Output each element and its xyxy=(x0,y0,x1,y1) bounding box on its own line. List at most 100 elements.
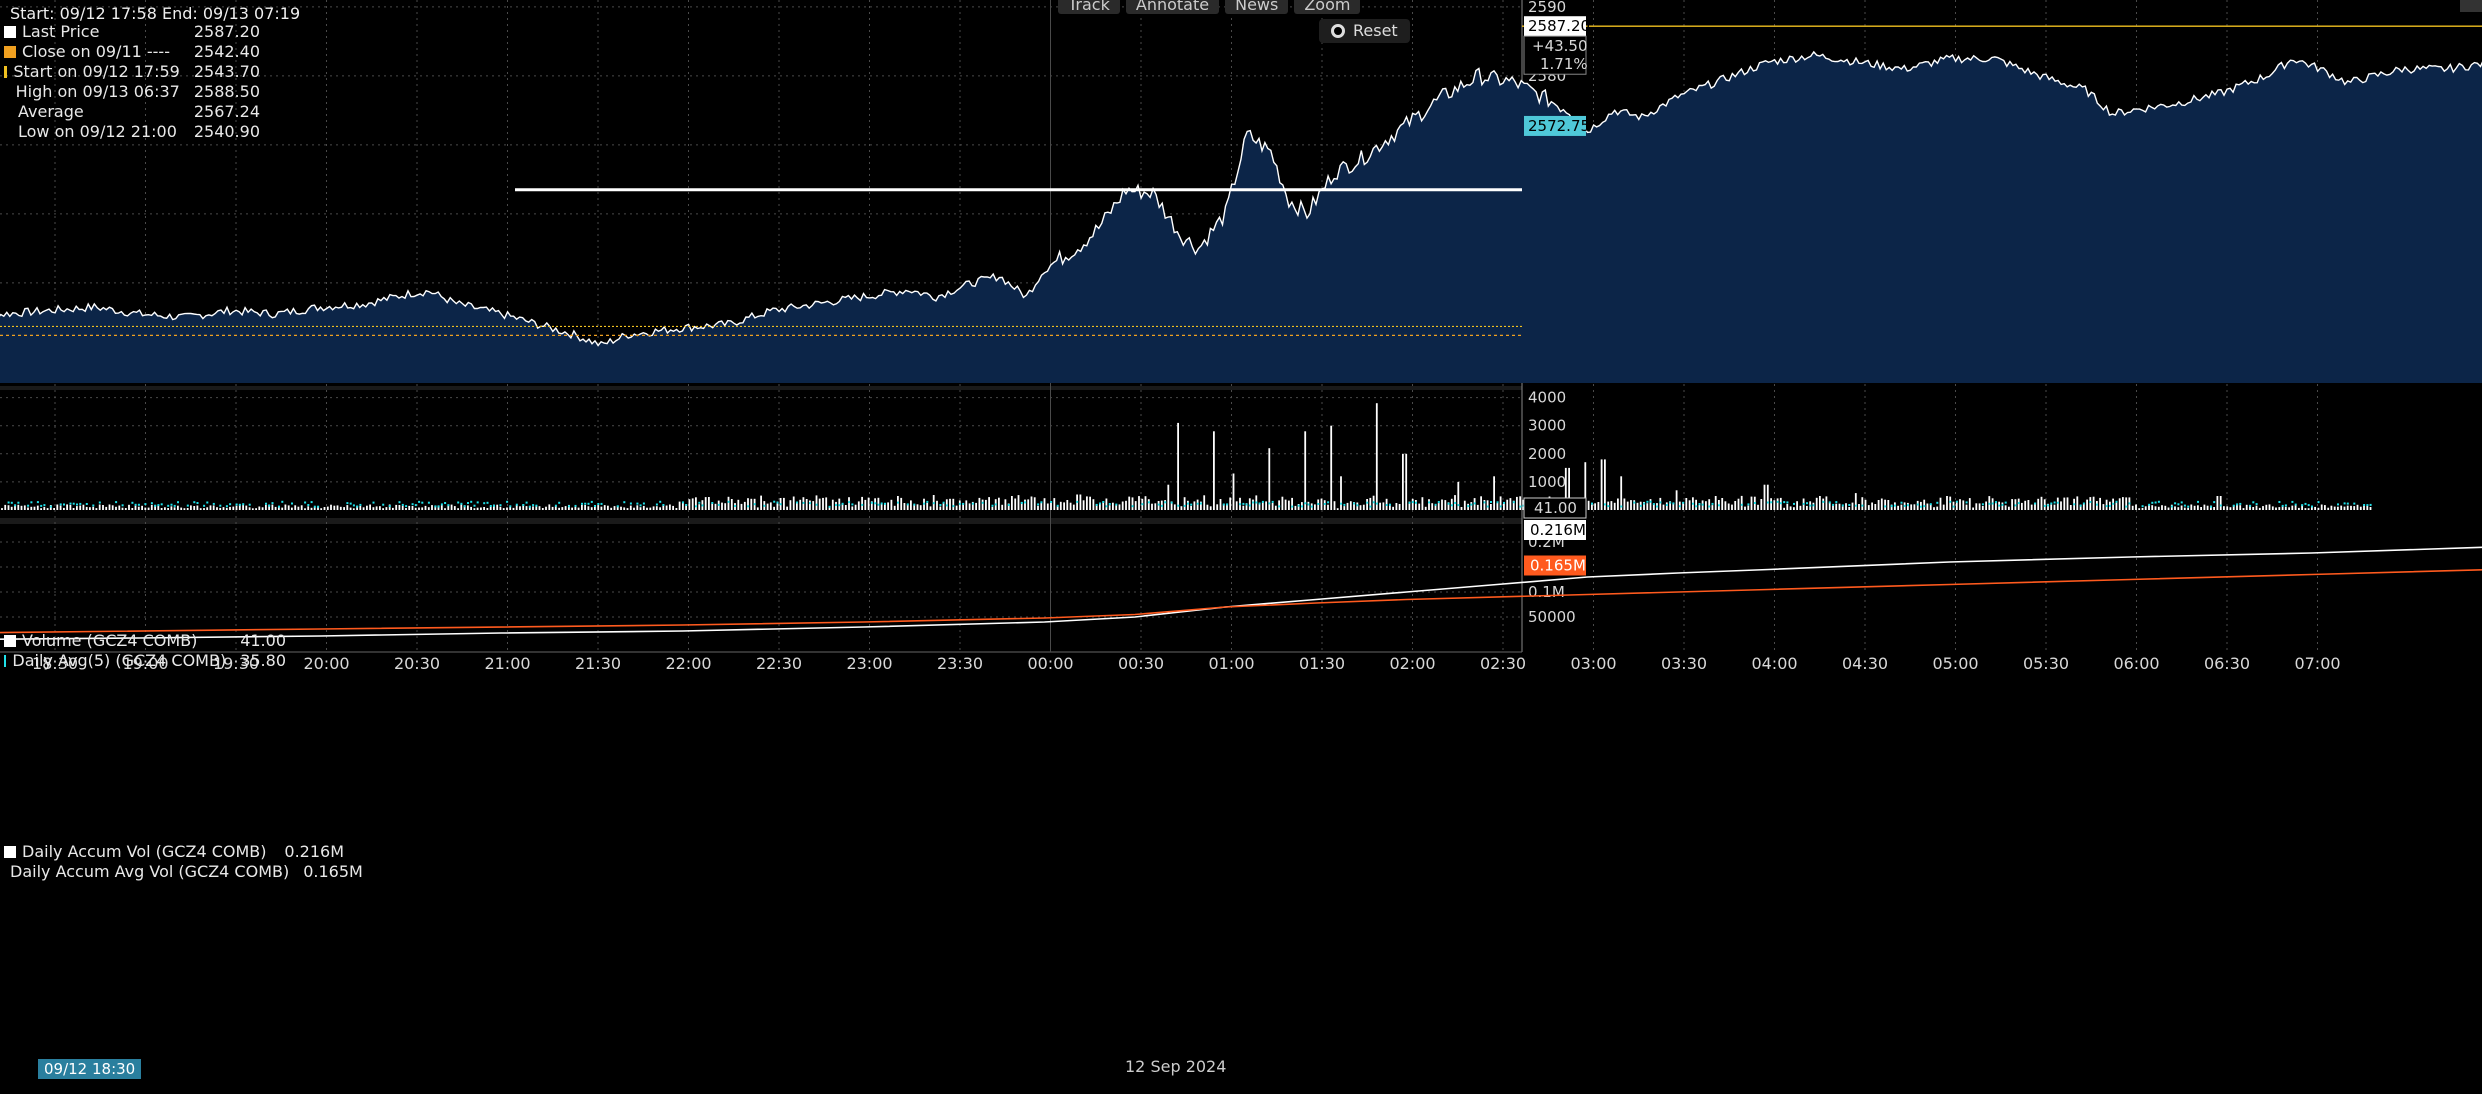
volume-bar xyxy=(1294,505,1297,510)
avg-volume-point xyxy=(203,504,206,507)
avg-volume-point xyxy=(196,502,199,504)
avg-volume-point xyxy=(1512,501,1515,504)
volume-bar xyxy=(2021,502,2023,510)
news-button[interactable]: News xyxy=(1225,0,1289,14)
volume-bar xyxy=(1594,503,1596,510)
volume-bar xyxy=(548,504,551,510)
avg-volume-point xyxy=(242,503,245,506)
avg-volume-point xyxy=(1301,505,1303,508)
volume-bar xyxy=(1747,505,1750,510)
volume-bar xyxy=(1923,499,1926,510)
reset-button[interactable]: Reset xyxy=(1319,19,1410,43)
avg-volume-point xyxy=(134,503,137,506)
volume-bar xyxy=(2291,505,2294,510)
x-tick-label: 19:30 xyxy=(213,654,259,673)
avg-volume-point xyxy=(1633,501,1636,504)
avg-volume-point xyxy=(1307,503,1310,506)
volume-bar xyxy=(919,505,922,510)
legend-row: Close on 09/11 ---- 2542.40 xyxy=(4,42,260,62)
volume-bar xyxy=(1271,503,1274,510)
volume-bar xyxy=(949,498,951,510)
volume-bar xyxy=(1014,498,1017,510)
volume-bar xyxy=(1705,501,1707,510)
avg-volume-point xyxy=(2089,501,2092,503)
pane-separator xyxy=(0,386,1522,390)
volume-bar xyxy=(688,499,691,510)
track-button[interactable]: Track xyxy=(1058,0,1120,14)
volume-bar xyxy=(2167,507,2170,510)
x-tick-label: 00:00 xyxy=(1027,654,1073,673)
window-corner-icon[interactable] xyxy=(2460,0,2482,12)
avg-volume-point xyxy=(1649,500,1652,503)
legend-row: Daily Avg(5) (GCZ4 COMB) 35.80 xyxy=(4,651,286,671)
volume-bar xyxy=(268,504,270,510)
accum-last-tag xyxy=(1524,520,1586,540)
avg-volume-point xyxy=(1099,502,1101,505)
volume-bar xyxy=(1333,501,1336,510)
avg-volume-point xyxy=(1981,503,1984,506)
avg-volume-point xyxy=(1809,504,1812,507)
volume-bar xyxy=(646,507,648,510)
volume-bar xyxy=(489,506,492,510)
avg-volume-point xyxy=(1258,502,1261,505)
volume-bar xyxy=(535,505,538,510)
volume-bar xyxy=(903,503,906,510)
volume-bar xyxy=(2069,505,2072,510)
avg-volume-point xyxy=(874,502,877,505)
volume-bar xyxy=(2141,508,2144,510)
volume-bar xyxy=(1177,422,1179,510)
avg-volume-point xyxy=(382,503,385,506)
avg-volume-point xyxy=(884,502,886,505)
volume-bar xyxy=(818,498,821,510)
volume-bar xyxy=(1727,503,1730,510)
legend-value: 2542.40 xyxy=(193,42,260,61)
volume-bar xyxy=(747,498,749,510)
volume-bar xyxy=(740,503,743,510)
volume-bar xyxy=(1962,500,1965,510)
x-tick-label: 20:30 xyxy=(394,654,440,673)
avg-volume-point xyxy=(509,505,512,508)
avg-volume-point xyxy=(1037,503,1040,506)
volume-bar xyxy=(271,504,274,510)
accum-last-label: 0.165M xyxy=(1530,557,1586,575)
volume-bar xyxy=(773,506,775,510)
avg-volume-point xyxy=(304,501,307,504)
volume-bar xyxy=(760,495,762,510)
volume-bar xyxy=(1402,453,1404,510)
volume-bar xyxy=(470,506,472,510)
volume-bar xyxy=(1907,502,1909,510)
volume-bar xyxy=(1682,502,1684,510)
volume-bar xyxy=(1379,502,1381,510)
avg-volume-point xyxy=(1890,505,1893,508)
volume-bar xyxy=(985,499,987,510)
volume-bar xyxy=(1851,502,1854,510)
volume-bar xyxy=(1867,505,1870,510)
volume-bar xyxy=(2151,505,2154,510)
legend-label: Last Price xyxy=(22,22,100,41)
avg-volume-point xyxy=(27,504,30,507)
avg-volume-point xyxy=(532,504,535,507)
volume-bar xyxy=(2004,505,2007,510)
volume-bar xyxy=(685,504,687,510)
volume-bar xyxy=(1359,505,1362,510)
volume-bar xyxy=(2050,504,2053,510)
avg-volume-point xyxy=(522,504,525,506)
avg-volume-point xyxy=(2082,502,2085,505)
avg-volume-point xyxy=(506,500,509,503)
annotate-button[interactable]: Annotate xyxy=(1125,0,1220,14)
avg-volume-point xyxy=(1907,504,1909,507)
volume-bar xyxy=(978,497,981,510)
volume-bar xyxy=(642,505,645,510)
volume-bar xyxy=(1796,501,1798,510)
volume-bar xyxy=(190,505,192,510)
volume-bar xyxy=(1268,448,1271,510)
avg-volume-point xyxy=(2236,503,2239,506)
volume-bar xyxy=(1714,496,1717,510)
zoom-button[interactable]: Zoom xyxy=(1294,0,1361,14)
avg-volume-point xyxy=(1854,504,1857,507)
volume-bar xyxy=(366,505,368,510)
avg-volume-point xyxy=(594,505,596,507)
volume-bar xyxy=(1499,496,1502,510)
volume-bar xyxy=(2034,503,2036,510)
volume-bar xyxy=(1307,501,1310,510)
